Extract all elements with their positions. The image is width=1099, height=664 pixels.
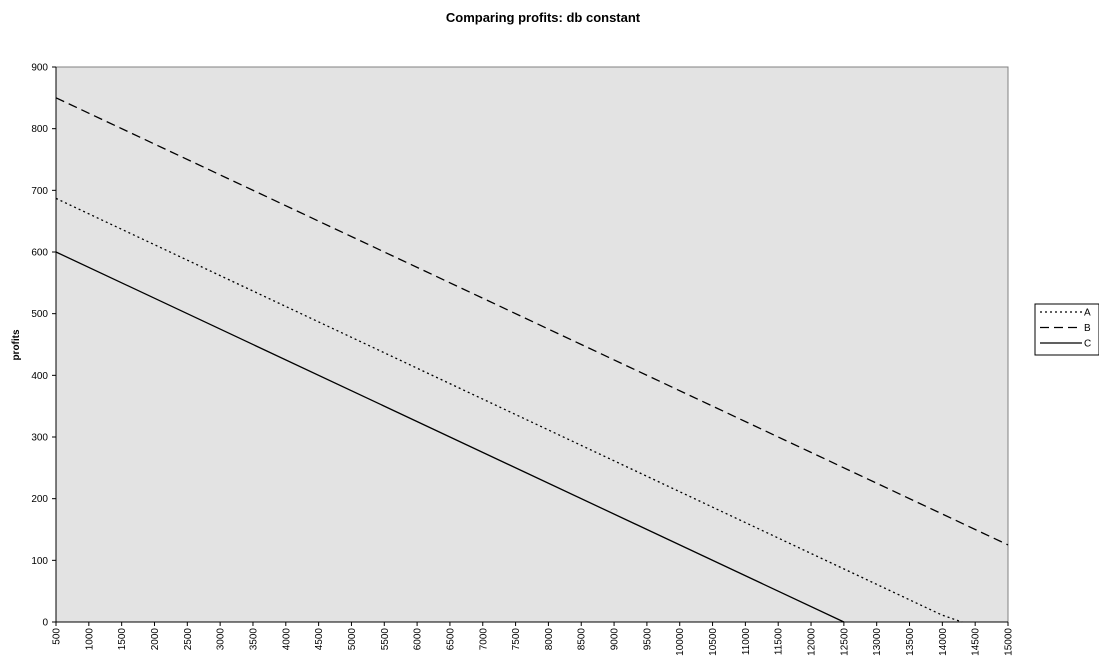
x-tick-label: 14000 [938,628,949,656]
x-tick-label: 4000 [281,628,292,651]
x-tick-label: 1000 [84,628,95,651]
x-tick-label: 15000 [1004,628,1015,656]
y-tick-label: 200 [31,494,48,505]
y-tick-label: 500 [31,309,48,320]
x-tick-label: 8000 [544,628,555,651]
x-tick-label: 14500 [971,628,982,656]
x-tick-label: 13500 [905,628,916,656]
series-group [55,97,1009,623]
x-tick-label: 6000 [413,628,424,651]
x-tick-label: 10000 [675,628,686,656]
legend-label-b: B [1084,323,1091,334]
y-axis-ticks: 0 100 200 300 400 500 600 700 800 900 [31,63,56,629]
x-tick-label: 3000 [216,628,227,651]
series-line-a [55,197,963,623]
x-tick-label: 9500 [642,628,653,651]
x-tick-label: 12000 [807,628,818,656]
series-line-b [55,97,1009,546]
x-tick-label: 9000 [610,628,621,651]
x-tick-label: 3500 [248,628,259,651]
x-tick-label: 4500 [314,628,325,651]
x-tick-label: 7000 [478,628,489,651]
plot-area [55,66,1009,623]
legend-label-c: C [1084,339,1091,350]
y-tick-label: 700 [31,186,48,197]
x-tick-label: 5500 [380,628,391,651]
y-tick-label: 900 [31,63,48,74]
y-tick-label: 300 [31,433,48,444]
x-tick-label: 5000 [347,628,358,651]
x-tick-label: 1500 [117,628,128,651]
y-tick-label: 800 [31,124,48,135]
x-tick-label: 11000 [741,628,752,656]
x-tick-label: 2500 [183,628,194,651]
x-tick-label: 13000 [872,628,883,656]
x-tick-label: 11500 [774,628,785,656]
y-tick-label: 100 [31,556,48,567]
x-tick-label: 2000 [150,628,161,651]
x-tick-label: 6500 [445,628,456,651]
series-line-c [55,251,845,623]
x-tick-label: 8500 [577,628,588,651]
x-tick-label: 10500 [708,628,719,656]
y-tick-label: 600 [31,248,48,259]
y-tick-label: 0 [42,618,48,629]
x-tick-label: 7500 [511,628,522,651]
y-tick-label: 400 [31,371,48,382]
chart-title: Comparing profits: db constant [446,10,641,25]
legend-label-a: A [1084,308,1091,319]
x-tick-label: 500 [52,628,63,645]
legend: ABC [1034,303,1099,356]
x-axis-ticks: 500 1000 1500 2000 2500 3000 3500 4000 4500 5000 5… [52,622,1015,656]
y-axis-title: profits [11,329,22,361]
x-tick-label: 12500 [839,628,850,656]
